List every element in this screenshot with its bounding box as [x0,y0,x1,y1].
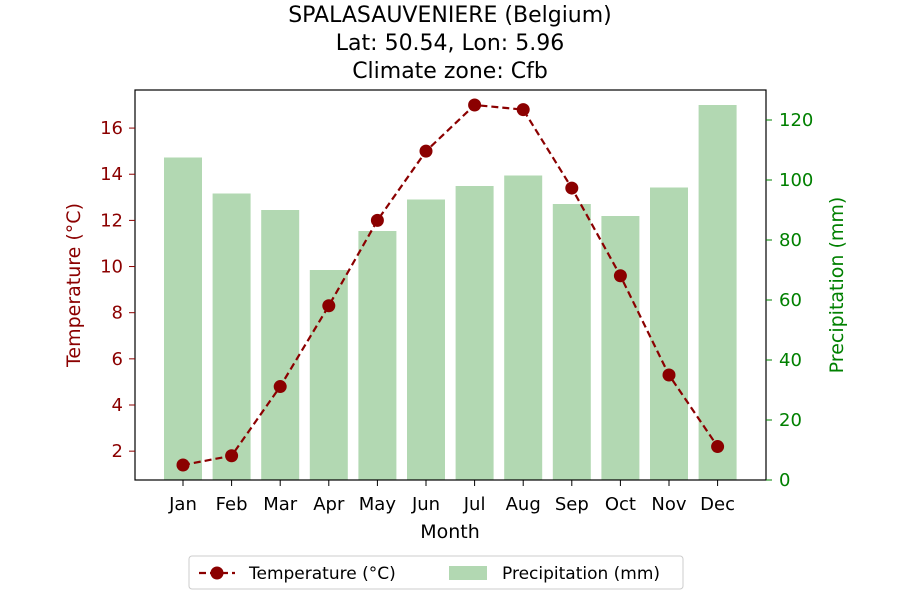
precipitation-bar-may [358,231,397,480]
precipitation-bar-jun [407,199,445,480]
chart-title: SPALASAUVENIERE (Belgium) Lat: 50.54, Lo… [288,3,612,84]
temperature-point-dec [711,440,725,454]
temperature-point-aug [516,103,530,117]
temperature-line-path [182,103,719,467]
left-tick-label: 14 [100,164,123,185]
legend-precipitation-label: Precipitation (mm) [502,564,660,584]
x-tick-label: Oct [605,494,636,515]
right-tick-label: 40 [779,350,802,371]
temperature-point-mar [273,380,287,394]
right-tick-label: 0 [779,470,790,491]
temperature-point-apr [322,299,336,313]
legend-frame [188,555,684,590]
temperature-line [176,98,725,472]
temperature-point-nov [662,368,676,382]
x-axis-label: Month [420,521,480,543]
temperature-point-may [370,213,384,227]
left-axis-ticks: 2 4 6 8 10 12 14 16 [100,118,135,462]
temperature-point-jul [468,98,482,112]
x-tick-label: Apr [313,494,345,515]
temperature-point-sep [565,181,579,195]
precipitation-bar-mar [261,210,300,480]
legend-temperature-label: Temperature (°C) [248,564,396,584]
right-tick-label: 120 [779,110,813,131]
left-tick-label: 10 [100,257,123,278]
x-tick-label: Jan [168,494,197,515]
x-tick-label: Jun [411,494,440,515]
precipitation-bar-jul [455,186,494,480]
x-axis-ticks: Jan Feb Mar Apr May Jun Jul Aug Sep Oct Nov Dec [168,480,735,515]
x-tick-label: Sep [555,494,589,515]
chart-title-line-3: Climate zone: Cfb [352,59,548,84]
temperature-point-jan [176,458,190,472]
x-tick-label: Jul [463,494,486,515]
left-axis-label: Temperature (°C) [63,203,85,368]
x-tick-label: Mar [263,494,298,515]
precipitation-bar-sep [552,204,591,480]
right-tick-label: 20 [779,410,802,431]
chart-title-line-2: Lat: 50.54, Lon: 5.96 [336,31,564,56]
legend-temperature-marker [210,566,224,580]
x-tick-label: Aug [506,494,541,515]
precipitation-bar-aug [504,175,543,480]
plot-area-frame [134,89,767,481]
precipitation-bar-nov [650,187,688,480]
right-tick-label: 100 [779,170,813,191]
right-axis-ticks: 0 20 40 60 80 100 120 [766,110,813,491]
legend: Temperature (°C) Precipitation (mm) [188,555,684,590]
chart-title-line-1: SPALASAUVENIERE (Belgium) [288,3,612,28]
x-tick-label: Nov [651,494,686,515]
legend-precipitation-swatch [449,566,487,580]
right-tick-label: 80 [779,230,802,251]
x-tick-label: Dec [700,494,735,515]
left-tick-label: 8 [112,303,123,324]
x-tick-label: Feb [216,494,248,515]
left-tick-label: 2 [112,441,123,462]
right-axis-label: Precipitation (mm) [826,197,848,374]
temperature-point-jun [419,144,433,158]
right-tick-label: 60 [779,290,802,311]
left-tick-label: 6 [112,349,123,370]
precipitation-bar-jan [164,157,202,480]
left-tick-label: 12 [100,210,123,231]
precipitation-bar-dec [698,105,737,480]
precipitation-bar-feb [212,193,251,480]
left-tick-label: 16 [100,118,123,139]
left-tick-label: 4 [112,395,123,416]
x-tick-label: May [359,494,397,515]
precipitation-bar-oct [601,216,640,480]
temperature-point-oct [613,269,627,283]
temperature-point-feb [225,449,239,463]
precipitation-bars [164,105,737,480]
